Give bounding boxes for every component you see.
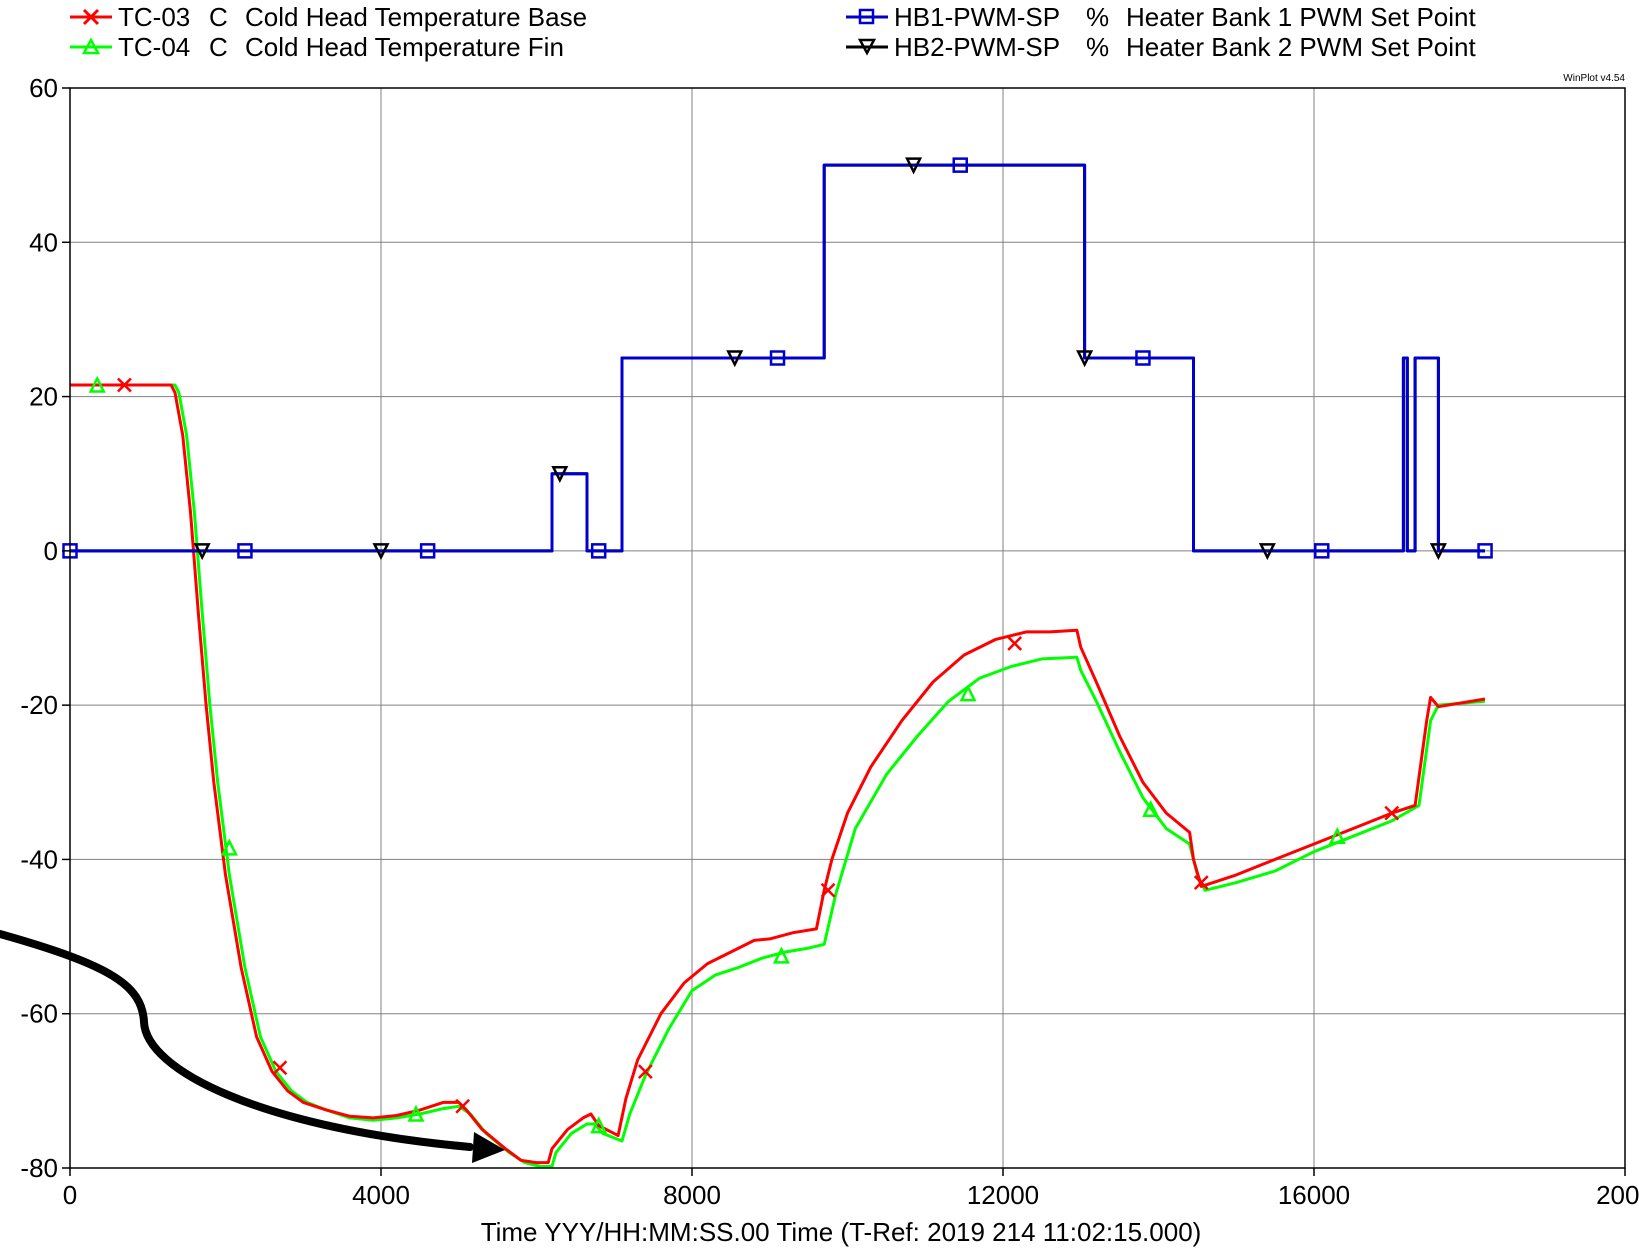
data-point-tc-03	[455, 1098, 471, 1114]
legend-marker-hb1	[858, 8, 875, 25]
data-point-hb1-pwm-sp	[1135, 350, 1151, 366]
data-point-tc-03	[1384, 805, 1400, 821]
data-point-hb1-pwm-sp	[1314, 543, 1330, 559]
legend-name-tc03: TC-03	[118, 2, 190, 32]
x-tick-label: 8000	[663, 1180, 721, 1210]
y-tick-label: 60	[29, 73, 58, 103]
data-point-hb1-pwm-sp	[952, 157, 968, 173]
legend: TC-03 C Cold Head Temperature Base TC-04…	[70, 2, 1476, 62]
legend-unit-hb2: %	[1086, 32, 1109, 62]
marker-layer	[62, 157, 1493, 1134]
data-point-hb2-pwm-sp	[1258, 543, 1276, 561]
legend-desc-tc04: Cold Head Temperature Fin	[245, 32, 564, 62]
x-axis-ticks: 0 4000 8000 12000 16000 2000	[63, 1168, 1639, 1210]
data-point-hb2-pwm-sp	[1429, 543, 1447, 561]
data-point-hb2-pwm-sp	[905, 157, 923, 175]
data-point-hb2-pwm-sp	[1076, 350, 1094, 368]
y-tick-label: 0	[44, 536, 58, 566]
legend-unit-hb1: %	[1086, 2, 1109, 32]
legend-marker-tc03	[82, 8, 100, 26]
legend-entry-tc04: TC-04 C Cold Head Temperature Fin	[70, 32, 564, 62]
x-tick-label: 16000	[1278, 1180, 1350, 1210]
data-point-tc-04	[1328, 826, 1346, 845]
data-point-tc-03	[637, 1064, 653, 1079]
data-point-hb2-pwm-sp	[726, 350, 744, 368]
x-tick-label: 0	[63, 1180, 77, 1210]
y-axis-ticks: 60 40 20 0 -20 -40 -60 -80	[20, 73, 70, 1183]
data-point-hb1-pwm-sp	[1477, 543, 1493, 559]
x-axis-label: Time YYY/HH:MM:SS.00 Time (T-Ref: 2019 2…	[481, 1217, 1202, 1247]
data-point-hb1-pwm-sp	[237, 543, 253, 559]
legend-desc-hb2: Heater Bank 2 PWM Set Point	[1126, 32, 1476, 62]
x-tick-label: 12000	[967, 1180, 1039, 1210]
legend-name-tc04: TC-04	[118, 32, 190, 62]
data-point-hb2-pwm-sp	[193, 543, 211, 561]
y-tick-label: 20	[29, 382, 58, 412]
watermark: WinPlot v4.54	[1563, 73, 1625, 84]
data-point-tc-03	[820, 882, 836, 898]
legend-name-hb2: HB2-PWM-SP	[894, 32, 1060, 62]
y-tick-label: -60	[20, 999, 58, 1029]
plot-frame	[69, 87, 1626, 1169]
series-line-tc-04	[70, 383, 1486, 1168]
legend-desc-hb1: Heater Bank 1 PWM Set Point	[1126, 2, 1476, 32]
legend-entry-hb1: HB1-PWM-SP % Heater Bank 1 PWM Set Point	[846, 2, 1476, 32]
legend-entry-tc03: TC-03 C Cold Head Temperature Base	[70, 2, 587, 32]
series-layer	[70, 163, 1486, 1168]
annotation-arrow-curve	[0, 930, 474, 1151]
data-point-tc-04	[1142, 799, 1160, 818]
data-point-tc-03	[1193, 875, 1209, 890]
data-point-hb1-pwm-sp	[419, 543, 436, 559]
grid	[70, 88, 1625, 1168]
series-line-hb1-pwm-sp	[70, 163, 1485, 553]
legend-desc-tc03: Cold Head Temperature Base	[245, 2, 587, 32]
data-point-tc-04	[407, 1104, 425, 1122]
data-point-tc-04	[772, 946, 790, 964]
data-point-tc-04	[220, 838, 238, 856]
x-tick-label: 2000	[1596, 1180, 1639, 1210]
data-point-hb1-pwm-sp	[769, 350, 786, 366]
series-line-tc-03	[70, 383, 1486, 1165]
annotation-arrow-head	[472, 1132, 505, 1163]
y-tick-label: -80	[20, 1153, 58, 1183]
data-point-tc-04	[88, 375, 106, 393]
data-point-hb2-pwm-sp	[551, 465, 569, 484]
data-point-tc-04	[959, 684, 977, 702]
data-point-hb1-pwm-sp	[590, 543, 607, 559]
legend-marker-tc04	[81, 37, 101, 55]
legend-unit-tc04: C	[209, 32, 228, 62]
data-point-tc-03	[1007, 636, 1023, 651]
legend-marker-hb2	[857, 38, 877, 56]
data-point-tc-03	[272, 1060, 288, 1076]
y-tick-label: -40	[20, 844, 58, 874]
annotation-arrow	[0, 930, 505, 1163]
data-point-tc-03	[117, 377, 132, 393]
data-point-hb2-pwm-sp	[372, 543, 390, 561]
legend-entry-hb2: HB2-PWM-SP % Heater Bank 2 PWM Set Point	[846, 32, 1476, 62]
x-tick-label: 4000	[352, 1180, 410, 1210]
legend-name-hb1: HB1-PWM-SP	[894, 2, 1060, 32]
data-point-tc-04	[590, 1116, 608, 1134]
y-tick-label: 40	[29, 227, 58, 257]
y-tick-label: -20	[20, 690, 58, 720]
legend-unit-tc03: C	[209, 2, 228, 32]
